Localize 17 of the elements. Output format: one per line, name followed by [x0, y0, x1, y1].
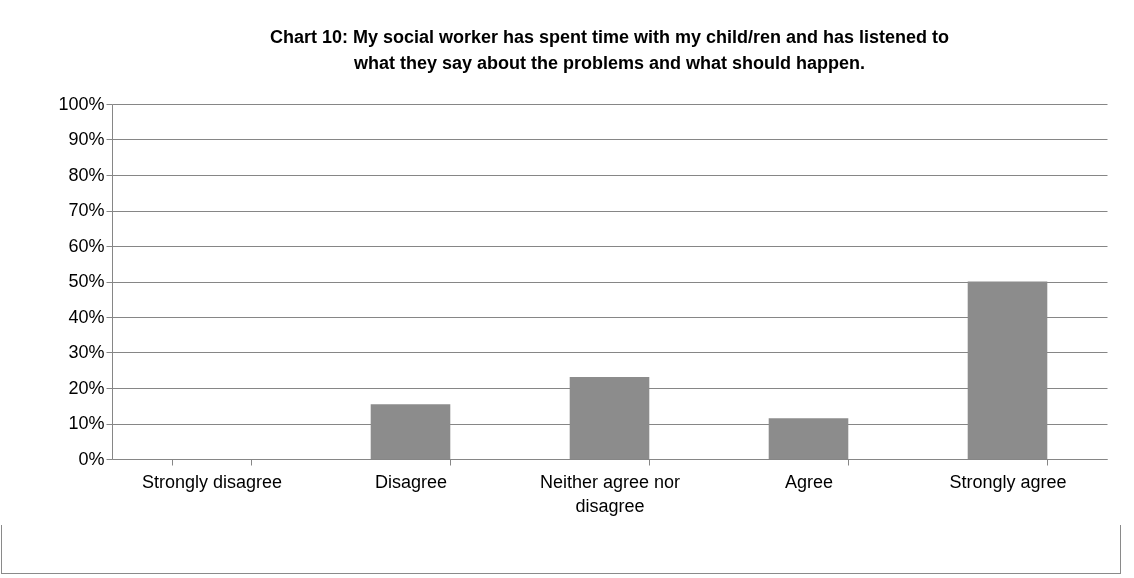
y-tick-label: 30%	[68, 342, 105, 362]
chart-title: Chart 10: My social worker has spent time with my child/ren and has listened to what they say about the problems and what should happen.	[269, 27, 950, 73]
y-tick-label: 90%	[68, 129, 105, 149]
y-tick-label: 70%	[68, 200, 105, 220]
x-tick-label: Agree	[784, 471, 834, 492]
y-tick-label: 60%	[68, 235, 105, 256]
y-tick-label: 100%	[58, 93, 105, 114]
x-tick-label: Disagree	[374, 471, 448, 492]
y-tick-label: 50%	[68, 271, 105, 291]
y-tick-label: 20%	[68, 377, 105, 398]
y-tick-label: 80%	[68, 164, 105, 185]
x-tick-label: Strongly agree	[949, 471, 1067, 492]
y-tick-label: 40%	[68, 306, 105, 327]
y-tick-label: 10%	[68, 413, 105, 433]
y-tick-label: 0%	[78, 448, 105, 469]
x-tick-label: Strongly disagree	[141, 471, 283, 492]
x-tick-label: Neither agree nor disagree	[539, 471, 681, 516]
